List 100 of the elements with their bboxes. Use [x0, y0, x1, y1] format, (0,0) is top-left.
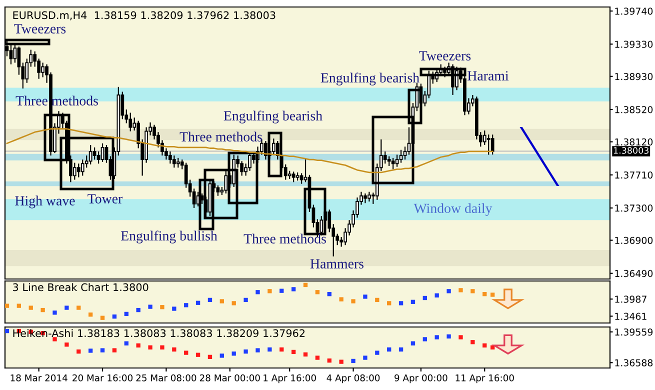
- candlestick: [100, 142, 104, 163]
- candlestick: [387, 156, 391, 167]
- y-tick-label: 1.38120: [615, 138, 653, 146]
- candlestick: [486, 134, 490, 156]
- candlestick: [403, 146, 407, 160]
- point: [422, 296, 427, 300]
- candlestick: [272, 138, 276, 156]
- point: [434, 293, 439, 298]
- y-tick-label: 1.39559: [615, 328, 653, 336]
- point: [160, 305, 164, 310]
- point: [232, 301, 236, 306]
- point: [76, 306, 81, 310]
- candlestick: [276, 140, 280, 160]
- annotation: Hammers: [310, 259, 364, 268]
- point: [160, 345, 164, 350]
- point: [100, 348, 105, 352]
- point: [387, 347, 392, 352]
- point: [124, 312, 128, 316]
- point: [208, 298, 212, 302]
- point: [280, 288, 284, 293]
- point: [387, 301, 392, 306]
- point: [64, 306, 69, 310]
- point: [172, 347, 176, 352]
- point: [76, 349, 81, 354]
- point: [351, 299, 356, 304]
- point: [256, 348, 260, 352]
- chart-title: 3 Line Break Chart 1.3800: [13, 283, 148, 292]
- candlestick: [80, 158, 84, 176]
- candlestick: [176, 157, 180, 168]
- point: [434, 335, 439, 340]
- y-tick-label: 1.36490: [615, 270, 653, 278]
- y-tick-label: 1.36900: [615, 236, 653, 244]
- point: [148, 345, 152, 350]
- point: [112, 348, 117, 352]
- point: [327, 358, 332, 363]
- candlestick: [88, 144, 92, 165]
- point: [490, 292, 495, 297]
- point: [148, 304, 152, 309]
- candlestick: [168, 150, 172, 164]
- point: [398, 347, 404, 352]
- x-tick-label: 1 Apr 16:00: [264, 374, 316, 384]
- point: [458, 288, 463, 292]
- point: [422, 337, 427, 342]
- y-tick-label: 1.39330: [615, 40, 653, 48]
- candlestick: [41, 62, 44, 78]
- point: [291, 350, 296, 354]
- point: [112, 314, 117, 319]
- point: [244, 349, 248, 354]
- point: [280, 347, 284, 352]
- band-label: Window daily: [414, 203, 492, 216]
- candlestick: [395, 154, 399, 168]
- point: [232, 352, 236, 356]
- point: [303, 352, 308, 357]
- point: [256, 290, 260, 294]
- point: [208, 354, 212, 360]
- point: [220, 354, 224, 358]
- annotation: Three methods: [244, 234, 326, 244]
- ref-line-label: 1.38003: [614, 147, 649, 154]
- point: [410, 341, 416, 346]
- x-tick-label: 18 Mar 2014: [10, 374, 68, 382]
- y-tick-label: 1.39740: [615, 8, 653, 15]
- chart-title: Heiken-Ashi 1.38183 1.38083 1.38083 1.38209 1.37962: [13, 329, 305, 338]
- point: [64, 342, 69, 347]
- x-tick-label: 20 Mar 16:00: [72, 374, 133, 382]
- y-tick-label: 1.3987: [615, 296, 646, 303]
- point: [184, 350, 188, 355]
- point: [482, 343, 487, 348]
- point: [88, 348, 93, 353]
- candlestick: [172, 154, 176, 168]
- annotation: Three methods: [180, 132, 262, 142]
- point: [100, 316, 105, 320]
- y-tick-label: 1.38520: [615, 106, 653, 114]
- point: [339, 297, 344, 302]
- y-tick-label: 1.38930: [615, 72, 653, 80]
- point: [446, 334, 451, 339]
- candlestick: [399, 149, 403, 164]
- candlestick: [490, 134, 494, 156]
- point: [40, 308, 45, 312]
- annotation: Tweezers: [14, 24, 66, 34]
- point: [303, 282, 308, 288]
- annotation: Engulfing bearish: [224, 110, 322, 124]
- point: [268, 289, 272, 294]
- candlestick: [128, 112, 132, 132]
- candlestick: [92, 146, 96, 160]
- point: [136, 343, 140, 348]
- candlestick: [391, 157, 395, 170]
- point: [351, 358, 356, 364]
- point: [172, 306, 176, 311]
- x-tick-label: 25 Mar 08:00: [136, 374, 196, 382]
- chart-title: EURUSD.m,H4 1.38159 1.38209 1.37962 1.38003: [13, 11, 276, 20]
- point: [28, 306, 33, 310]
- annotation: Tower: [88, 194, 123, 204]
- point: [136, 308, 140, 312]
- annotation: Engulfing bullish: [120, 230, 218, 244]
- point: [363, 294, 368, 299]
- point: [268, 347, 272, 352]
- x-tick-label: 4 Apr 08:00: [326, 374, 380, 384]
- x-tick-label: 9 Apr 00:00: [394, 374, 448, 384]
- annotation: Engulfing bearish: [320, 72, 420, 86]
- point: [124, 341, 128, 346]
